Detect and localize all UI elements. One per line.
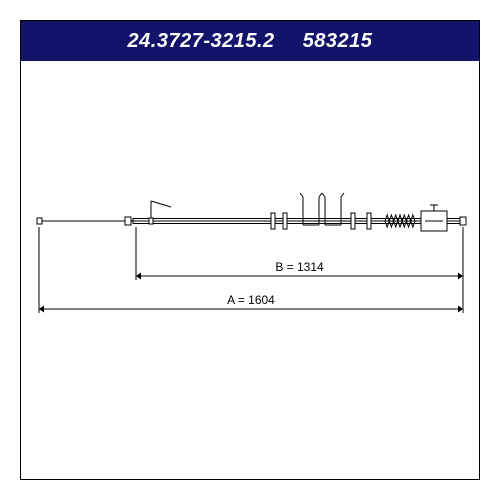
ref-number: 583215 xyxy=(303,30,373,53)
dimension-label: B = 1314 xyxy=(275,260,324,274)
dimension-label: A = 1604 xyxy=(227,293,275,307)
technical-drawing: B = 1314 A = 1604 xyxy=(21,61,479,479)
diagram-canvas: 24.3727-3215.2 583215 B = 1314 A = 1604 xyxy=(20,20,480,480)
header-bar: 24.3727-3215.2 583215 xyxy=(21,21,479,61)
part-number: 24.3727-3215.2 xyxy=(128,30,275,53)
